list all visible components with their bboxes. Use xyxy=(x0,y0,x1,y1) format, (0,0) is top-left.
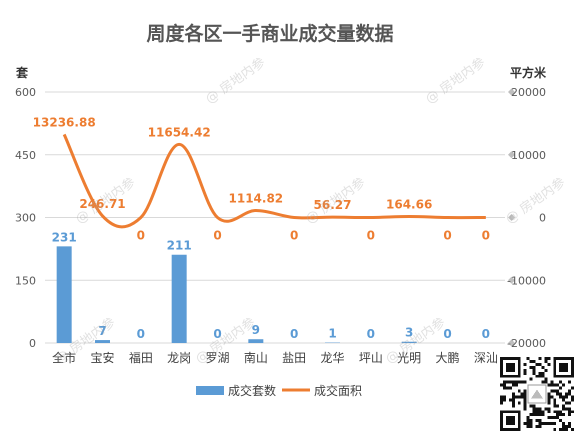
right-axis-ticks: -20000 -10000 0 10000 20000 xyxy=(507,86,546,350)
legend-label: 成交套数 xyxy=(228,383,276,398)
x-tick-label: 宝安 xyxy=(90,350,114,365)
right-tick-label: -20000 xyxy=(507,337,546,350)
right-tick-label: 10000 xyxy=(511,149,546,162)
qr-code-image xyxy=(500,357,574,431)
bar xyxy=(171,254,187,343)
x-tick-label: 光明 xyxy=(397,351,421,365)
line-data-label: 11654.42 xyxy=(148,125,211,139)
x-tick-label: 坪山 xyxy=(359,351,383,365)
bar xyxy=(56,246,72,343)
bar-data-label: 231 xyxy=(52,230,77,244)
bar xyxy=(401,341,417,343)
bar-data-label: 0 xyxy=(367,327,375,341)
line-data-label: 0 xyxy=(137,229,145,243)
line-data-labels: 13236.88 246.71 0 11654.42 0 1114.82 0 56.27 0 16… xyxy=(33,115,490,242)
legend-label: 成交面积 xyxy=(314,383,362,398)
bar-data-label: 9 xyxy=(252,323,260,337)
line-data-label: 164.66 xyxy=(386,197,432,211)
line-data-label: 13236.88 xyxy=(33,115,96,129)
bar-data-label: 0 xyxy=(290,327,298,341)
right-axis-label: 平方米 xyxy=(510,65,547,80)
chart-title: 周度各区一手商业成交量数据 xyxy=(146,22,393,45)
x-tick-label: 罗湖 xyxy=(205,350,229,365)
bar xyxy=(248,339,264,343)
line-data-label: 246.71 xyxy=(79,197,125,211)
x-tick-label: 福田 xyxy=(129,350,153,365)
line-data-label: 0 xyxy=(482,229,490,243)
left-tick-label: 300 xyxy=(15,212,36,225)
bar xyxy=(95,340,110,343)
bar-data-label: 211 xyxy=(167,239,192,253)
x-tick-label: 龙华 xyxy=(320,351,344,365)
right-tick-marker xyxy=(508,88,515,96)
x-tick-label: 南山 xyxy=(244,350,268,365)
gridlines xyxy=(45,91,505,344)
x-tick-label: 盐田 xyxy=(282,351,306,365)
bar-data-label: 0 xyxy=(482,327,490,341)
bar-series xyxy=(56,246,417,343)
line-data-label: 0 xyxy=(290,229,298,243)
line-series xyxy=(62,133,486,229)
right-tick-label: 20000 xyxy=(511,86,546,99)
x-tick-label: 龙岗 xyxy=(167,351,191,365)
left-axis-ticks: 0 150 300 450 600 xyxy=(15,86,36,350)
bar-data-label: 7 xyxy=(98,324,106,338)
right-tick-marker xyxy=(508,151,515,159)
bar-data-label: 1 xyxy=(328,327,336,341)
line-data-label: 1114.82 xyxy=(229,192,284,206)
legend: 成交套数 成交面积 xyxy=(196,383,362,398)
x-tick-label: 全市 xyxy=(52,350,76,365)
left-tick-label: 450 xyxy=(15,149,36,162)
x-tick-label: 深汕 xyxy=(474,351,498,365)
left-axis-label: 套 xyxy=(15,65,29,80)
left-tick-label: 0 xyxy=(29,337,36,350)
left-tick-label: 150 xyxy=(15,274,36,287)
line-data-label: 56.27 xyxy=(314,198,352,212)
right-tick-marker xyxy=(508,276,515,284)
right-tick-label: -10000 xyxy=(507,274,546,287)
line-data-label: 0 xyxy=(443,229,451,243)
bar-data-label: 0 xyxy=(443,327,451,341)
x-axis-tick-labels: 全市 宝安 福田 龙岗 罗湖 南山 盐田 龙华 坪山 光明 大鹏 深汕 xyxy=(52,350,498,365)
line-path xyxy=(62,133,486,229)
x-tick-label: 大鹏 xyxy=(435,351,459,365)
right-tick-marker xyxy=(508,339,515,347)
line-data-label: 0 xyxy=(213,229,221,243)
bar-data-label: 0 xyxy=(137,327,145,341)
left-tick-label: 600 xyxy=(15,86,36,99)
legend-swatch-bar xyxy=(196,386,224,395)
right-tick-label: 0 xyxy=(539,212,546,225)
bar-data-labels: 231 7 0 211 0 9 0 1 0 3 0 0 xyxy=(52,230,490,341)
bar-data-label: 0 xyxy=(213,327,221,341)
bar-data-label: 3 xyxy=(405,326,413,340)
line-data-label: 0 xyxy=(367,229,375,243)
right-tick-marker xyxy=(508,214,515,221)
